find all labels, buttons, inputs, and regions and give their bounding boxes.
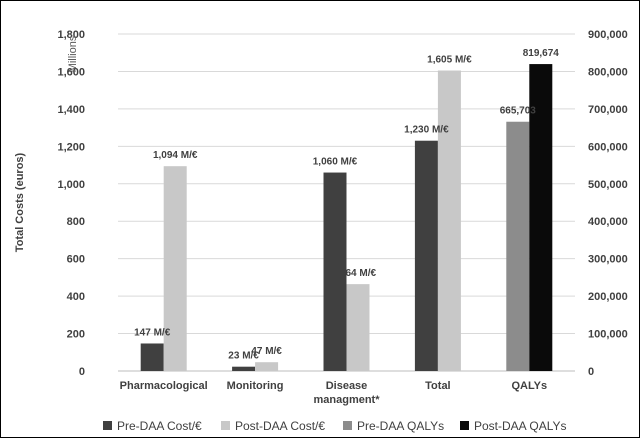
data-label: 147 M/€ [134,327,171,338]
left-tick-label: 400 [67,291,85,303]
left-tick-label: 1,200 [57,141,85,153]
data-label: 1,605 M/€ [427,55,472,66]
data-labels: 147 M/€ 1,094 M/€ 23 M/€47 M/€ 1,060 M/€ 464… [134,48,559,362]
legend-swatch [460,421,469,430]
bar [255,362,279,371]
right-tick-label: 600,000 [588,141,628,153]
data-label: 23 M/€ [228,351,259,362]
y-axis-title: Total Costs (euros) [14,152,26,252]
category-label: QALYs [511,380,547,392]
y-axis-unit-label: Millions [67,35,79,72]
left-tick-label: 1,000 [57,179,85,191]
left-tick-label: 1,800 [57,29,85,41]
data-label: 665,703 [500,106,537,117]
right-tick-label: 100,000 [588,329,628,341]
right-tick-label: 200,000 [588,291,628,303]
legend: Pre-DAA Cost/€ Post-DAA Cost/€ Pre-DAA QAL… [103,419,566,433]
bar [232,366,256,371]
category-label: managment* [313,394,380,406]
bar [414,140,438,371]
bar [437,70,461,371]
axes: 0 200 400 600 800 1,000 1,200 1,400 1,600 1,800 0 1… [14,29,628,406]
left-tick-label: 0 [79,366,85,378]
category-label: Pharmacological [120,380,208,392]
data-label: 1,230 M/€ [404,125,449,136]
bar [163,166,187,371]
right-tick-label: 800,000 [588,66,628,78]
right-tick-label: 400,000 [588,216,628,228]
right-tick-label: 500,000 [588,179,628,191]
left-tick-label: 1,400 [57,104,85,116]
legend-label: Post-DAA QALYs [474,419,566,433]
right-tick-label: 700,000 [588,104,628,116]
left-tick-label: 600 [67,254,85,266]
legend-label: Pre-DAA Cost/€ [117,419,202,433]
data-label: 1,060 M/€ [313,157,358,168]
legend-swatch [221,421,230,430]
bar [140,343,164,371]
bar [346,284,370,371]
data-label: 47 M/€ [251,346,282,357]
right-tick-label: 0 [588,366,594,378]
bar [323,172,347,371]
legend-swatch [103,421,112,430]
left-tick-label: 200 [67,329,85,341]
bar [529,64,553,371]
data-label: 464 M/€ [340,268,377,279]
category-label: Total [425,380,450,392]
right-tick-label: 300,000 [588,254,628,266]
bars [140,64,553,372]
data-label: 1,094 M/€ [153,150,198,161]
category-label: Disease [326,380,368,392]
left-tick-label: 800 [67,216,85,228]
right-tick-label: 900,000 [588,29,628,41]
legend-swatch [343,421,352,430]
legend-label: Pre-DAA QALYs [357,419,444,433]
bar [506,121,530,372]
left-tick-label: 1,600 [57,66,85,78]
legend-label: Post-DAA Cost/€ [235,419,325,433]
category-label: Monitoring [227,380,284,392]
data-label: 819,674 [523,48,560,59]
